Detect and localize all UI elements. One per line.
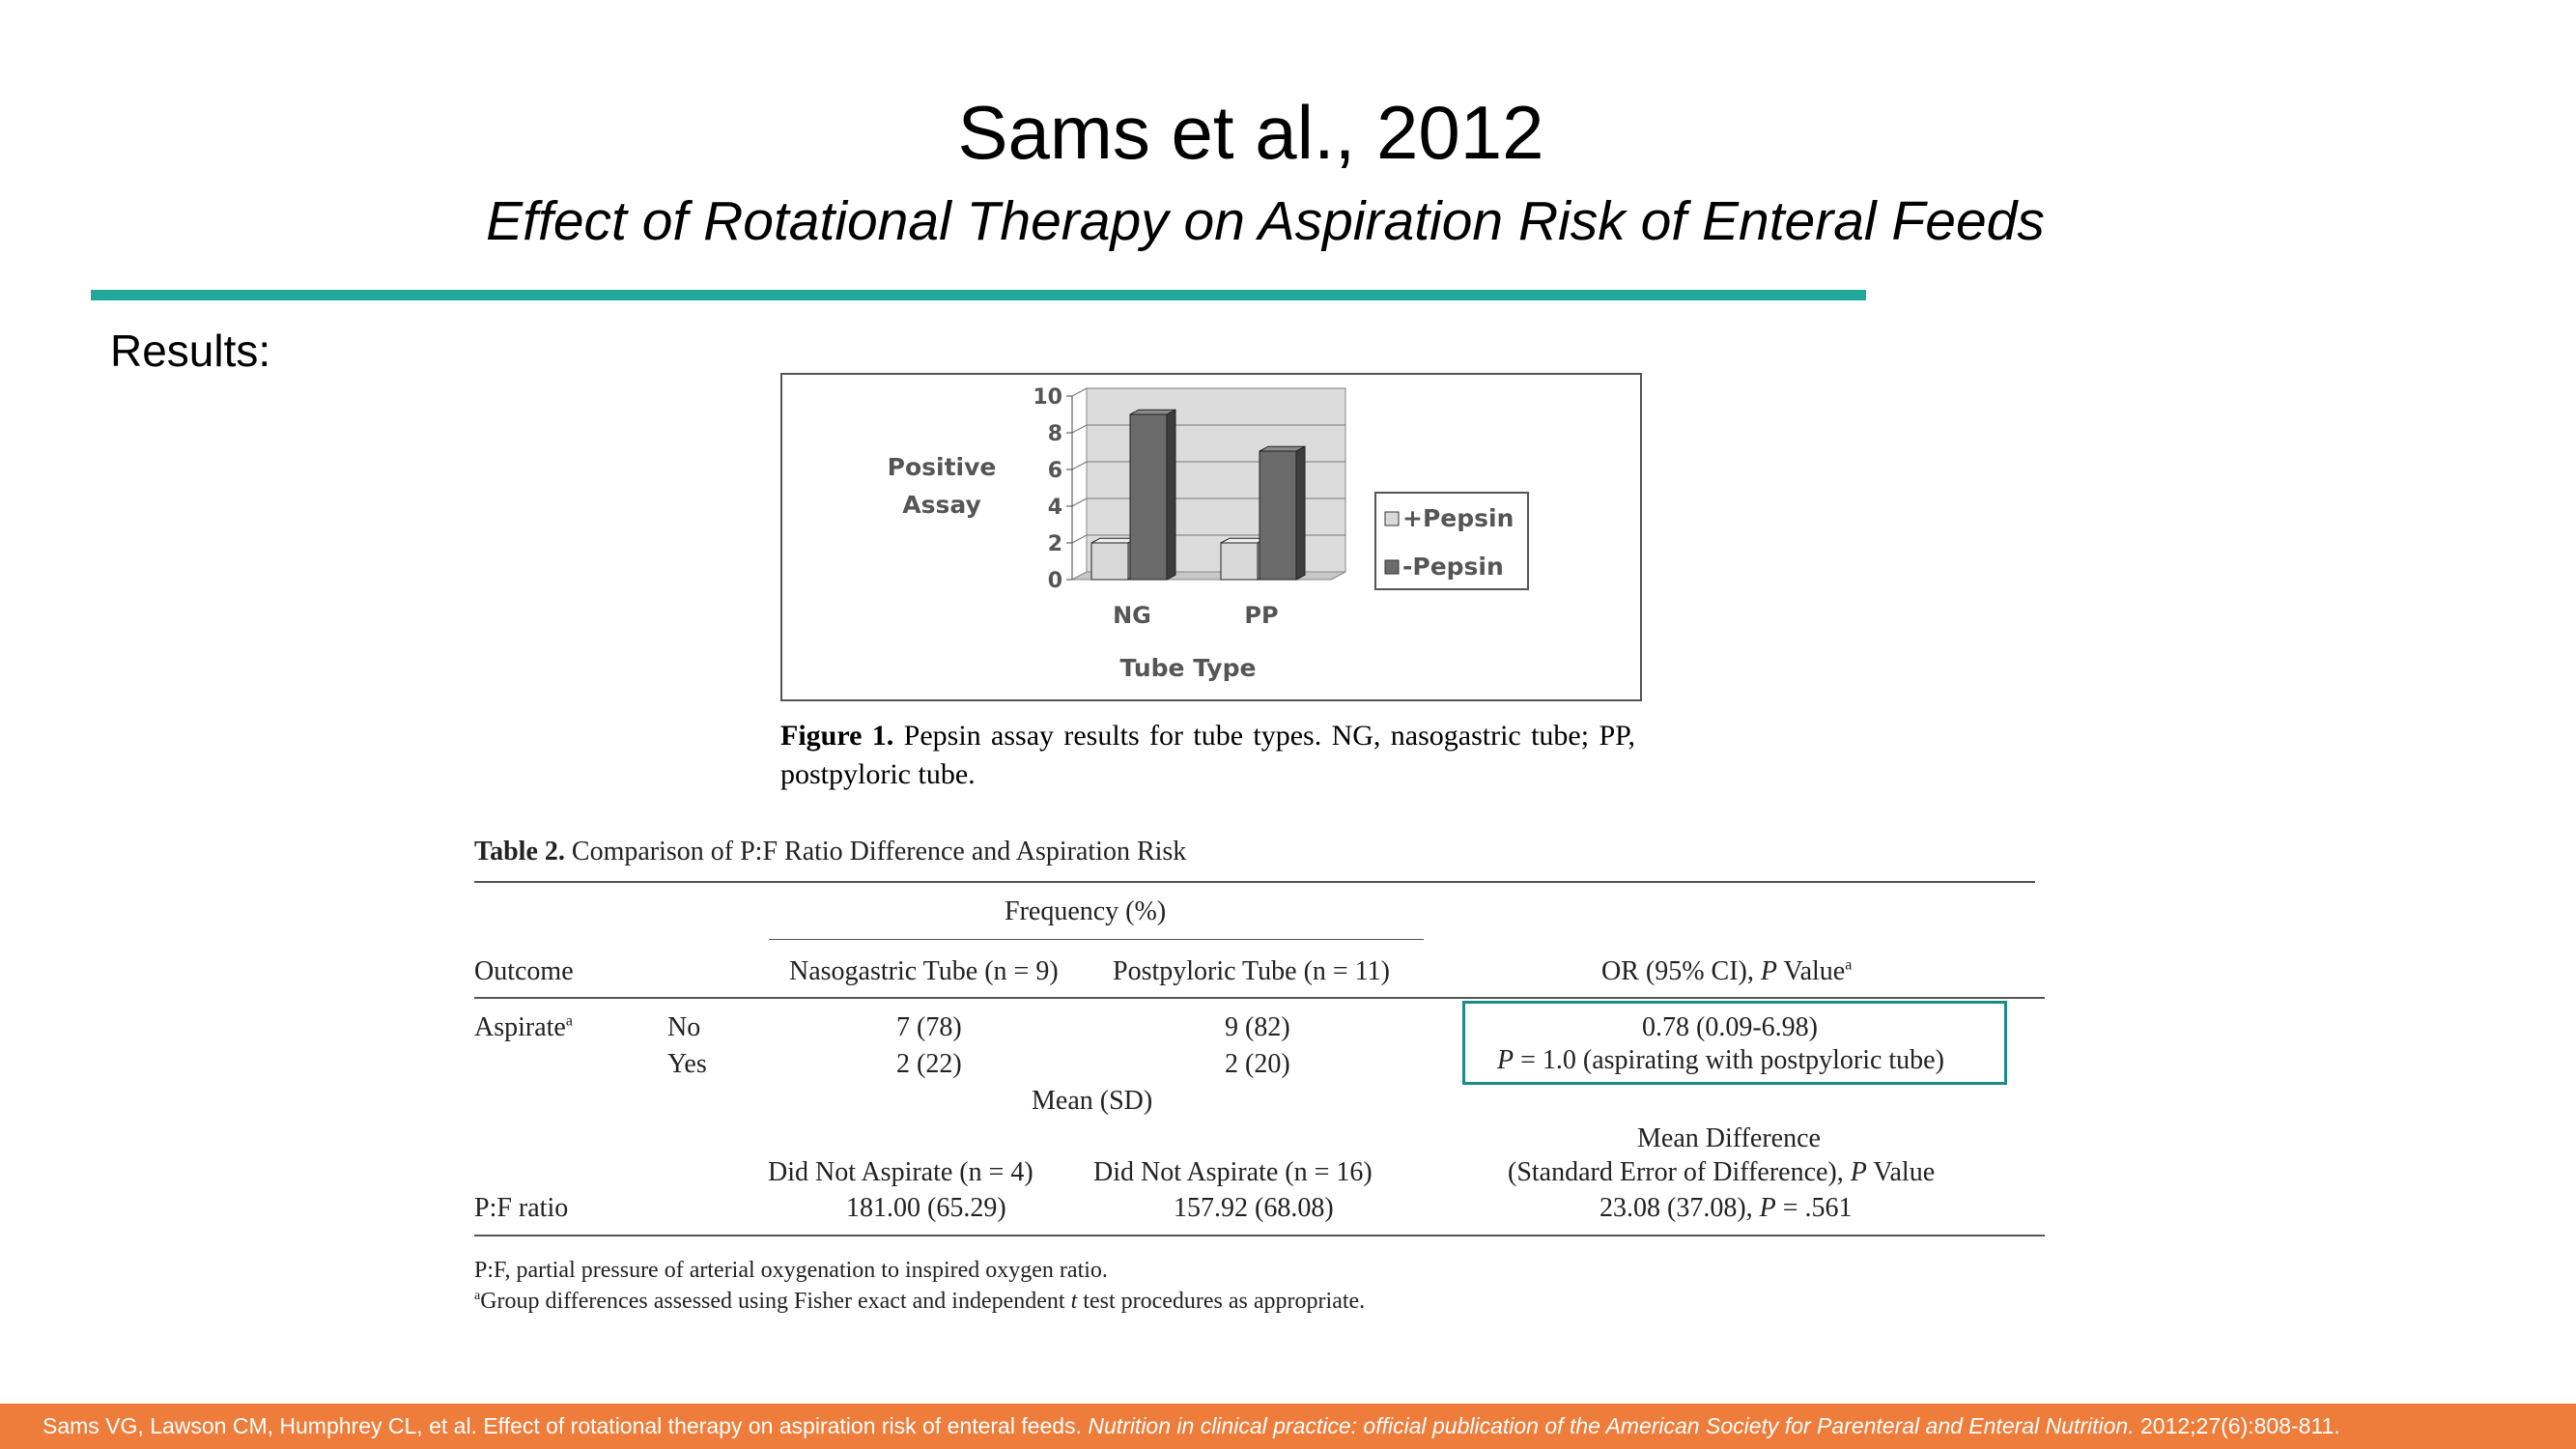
pf-p-italic: P	[1759, 1193, 1776, 1223]
sediff-text: (Standard Error of Difference),	[1508, 1157, 1851, 1187]
figure-caption-text: Pepsin assay results for tube types. NG,…	[780, 720, 1635, 790]
table-note-2: aGroup differences assessed using Fisher…	[474, 1289, 1365, 1315]
table-title-label: Table 2.	[474, 837, 565, 867]
y-axis-title-line-2: Assay	[902, 491, 981, 519]
pf-ratio-label: P:F ratio	[474, 1193, 569, 1223]
gridline-side	[1071, 387, 1088, 397]
figure-caption: Figure 1. Pepsin assay results for tube …	[780, 717, 1635, 794]
figure-caption-label: Figure 1.	[780, 720, 894, 752]
note-2-text-b: test procedures as appropriate.	[1077, 1289, 1366, 1314]
header-did-not-aspirate-4: Did Not Aspirate (n = 4)	[768, 1157, 1033, 1187]
highlight-box	[1462, 1001, 2007, 1085]
x-category-label: PP	[1244, 602, 1278, 629]
table-title: Table 2. Comparison of P:F Ratio Differe…	[474, 837, 1186, 867]
pf-diff-text: 23.08 (37.08),	[1599, 1193, 1760, 1223]
sediff-header: (Standard Error of Difference), P Value	[1508, 1157, 1935, 1188]
aspirate-label-text: Aspirate	[474, 1012, 566, 1042]
pf-value-1: 181.00 (65.29)	[846, 1193, 1006, 1223]
x-axis-title: Tube Type	[1120, 654, 1257, 682]
table-bottom-rule	[474, 1235, 2045, 1236]
header-or: OR (95% CI), P Valuea	[1601, 956, 1852, 987]
table-title-text: Comparison of P:F Ratio Difference and A…	[564, 837, 1187, 867]
citation-journal: Nutrition in clinical practice: official…	[1088, 1413, 2135, 1438]
gridline-side	[1071, 461, 1088, 470]
y-tick-label: 10	[1033, 385, 1062, 410]
x-category-label: NG	[1113, 602, 1151, 629]
or-value: 0.78 (0.09-6.98)	[1642, 1012, 1818, 1042]
bar-pepsin-ng	[1090, 542, 1129, 581]
y-tick-label: 4	[1048, 496, 1062, 520]
aspirate-label: Aspiratea	[474, 1012, 573, 1043]
bar-top	[1259, 445, 1306, 452]
gridline-side	[1071, 534, 1088, 544]
header-outcome: Outcome	[474, 956, 574, 986]
legend-swatch	[1384, 559, 1400, 575]
y-tick-label: 2	[1048, 532, 1062, 556]
frequency-header: Frequency (%)	[1005, 896, 1167, 926]
bar-side	[1166, 409, 1176, 581]
mean-diff-header: Mean Difference	[1637, 1123, 1821, 1153]
row-no-label: No	[667, 1012, 701, 1042]
gridline-side	[1071, 497, 1088, 507]
legend-box	[1374, 492, 1529, 590]
no-nasogastric-value: 7 (78)	[896, 1012, 962, 1042]
bar-chart: 0 2 4 6 8 10 NG PP Positive Assay Tube Type +Pepsin…	[888, 385, 1529, 682]
yes-nasogastric-value: 2 (22)	[896, 1049, 962, 1079]
header-or-tail: Value	[1776, 956, 1846, 986]
gridline-side	[1071, 424, 1088, 434]
legend-label: +Pepsin	[1402, 504, 1514, 532]
bar-top	[1129, 409, 1176, 415]
slide-subtitle: Effect of Rotational Therapy on Aspirati…	[486, 190, 2045, 252]
pf-p-tail: = .561	[1775, 1193, 1853, 1223]
frequency-underline	[769, 939, 1424, 940]
no-postpyloric-value: 9 (82)	[1225, 1012, 1290, 1042]
header-nasogastric: Nasogastric Tube (n = 9)	[789, 956, 1059, 986]
or-p-italic: P	[1497, 1045, 1514, 1075]
pf-difference: 23.08 (37.08), P = .561	[1599, 1193, 1853, 1224]
sediff-p: P	[1850, 1157, 1867, 1187]
or-p-text: = 1.0 (aspirating with postpyloric tube)	[1514, 1045, 1944, 1075]
y-axis-title-line-1: Positive	[888, 453, 997, 481]
sediff-tail: Value	[1866, 1157, 1936, 1187]
note-2-footnote: a	[474, 1289, 481, 1303]
note-2-t: t	[1070, 1289, 1078, 1314]
note-2-text-a: Group differences assessed using Fisher …	[480, 1289, 1071, 1314]
bar-side	[1295, 445, 1306, 581]
citation-text: Sams VG, Lawson CM, Humphrey CL, et al. …	[42, 1413, 1089, 1438]
figure-chart: 0 2 4 6 8 10 NG PP Positive Assay Tube Type +Pepsin…	[780, 373, 1642, 701]
mean-sd-header: Mean (SD)	[1032, 1086, 1153, 1116]
slide-title: Sams et al., 2012	[957, 90, 1544, 175]
accent-divider	[91, 290, 1866, 300]
yes-postpyloric-value: 2 (20)	[1225, 1049, 1290, 1079]
legend-swatch	[1384, 511, 1400, 526]
bar-pepsin-ng	[1129, 413, 1168, 581]
header-or-text: OR (95% CI),	[1601, 956, 1761, 986]
bar-pepsin-pp	[1220, 542, 1259, 581]
legend-label: -Pepsin	[1402, 553, 1504, 581]
table-note-1: P:F, partial pressure of arterial oxygen…	[474, 1258, 1108, 1283]
or-p-value: P = 1.0 (aspirating with postpyloric tub…	[1497, 1045, 1944, 1076]
aspirate-footnote: a	[565, 1012, 573, 1030]
header-postpyloric: Postpyloric Tube (n = 11)	[1113, 956, 1390, 986]
y-tick-label: 6	[1048, 459, 1062, 483]
header-did-not-aspirate-16: Did Not Aspirate (n = 16)	[1093, 1157, 1373, 1187]
y-tick-label: 8	[1048, 422, 1062, 446]
header-or-p: P	[1760, 956, 1777, 986]
section-label: Results:	[110, 326, 271, 376]
table-top-rule	[474, 881, 2035, 883]
row-yes-label: Yes	[667, 1049, 707, 1079]
header-or-footnote: a	[1845, 956, 1853, 974]
citation-details: 2012;27(6):808-811.	[2134, 1413, 2340, 1438]
bar-pepsin-pp	[1259, 450, 1297, 581]
citation-footer: Sams VG, Lawson CM, Humphrey CL, et al. …	[0, 1404, 2576, 1449]
table-header-rule	[474, 997, 2045, 999]
pf-value-2: 157.92 (68.08)	[1174, 1193, 1334, 1223]
y-tick-label: 0	[1048, 569, 1062, 593]
